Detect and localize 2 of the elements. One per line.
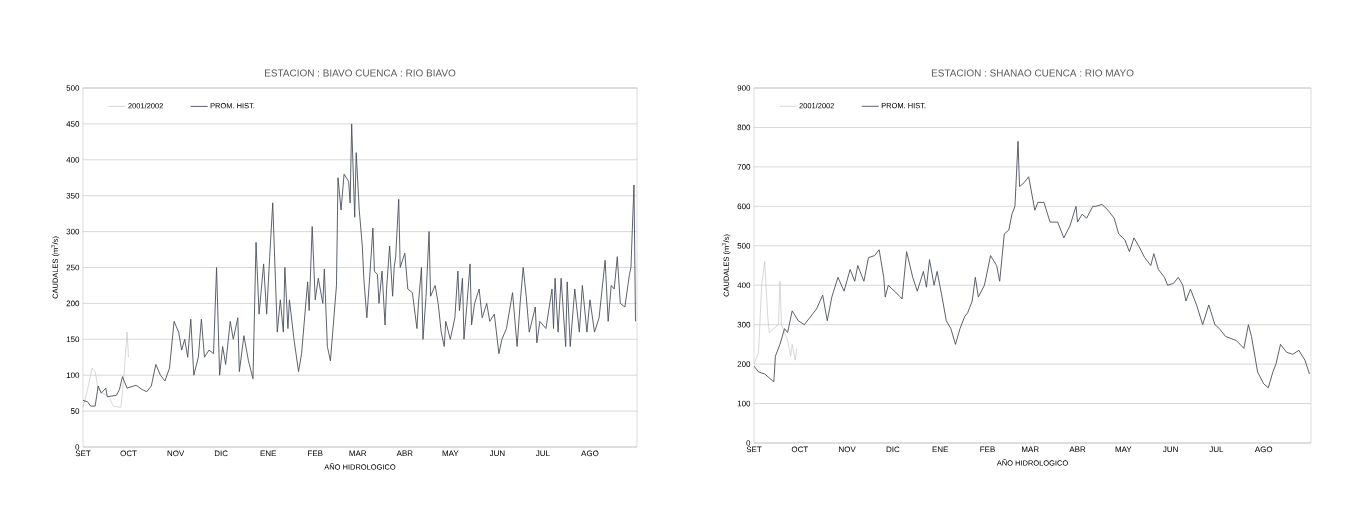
chart-title: ESTACION : SHANAO CUENCA : RIO MAYO bbox=[931, 69, 1134, 77]
chart-title: ESTACION : BIAVO CUENCA : RIO BIAVO bbox=[265, 69, 456, 77]
